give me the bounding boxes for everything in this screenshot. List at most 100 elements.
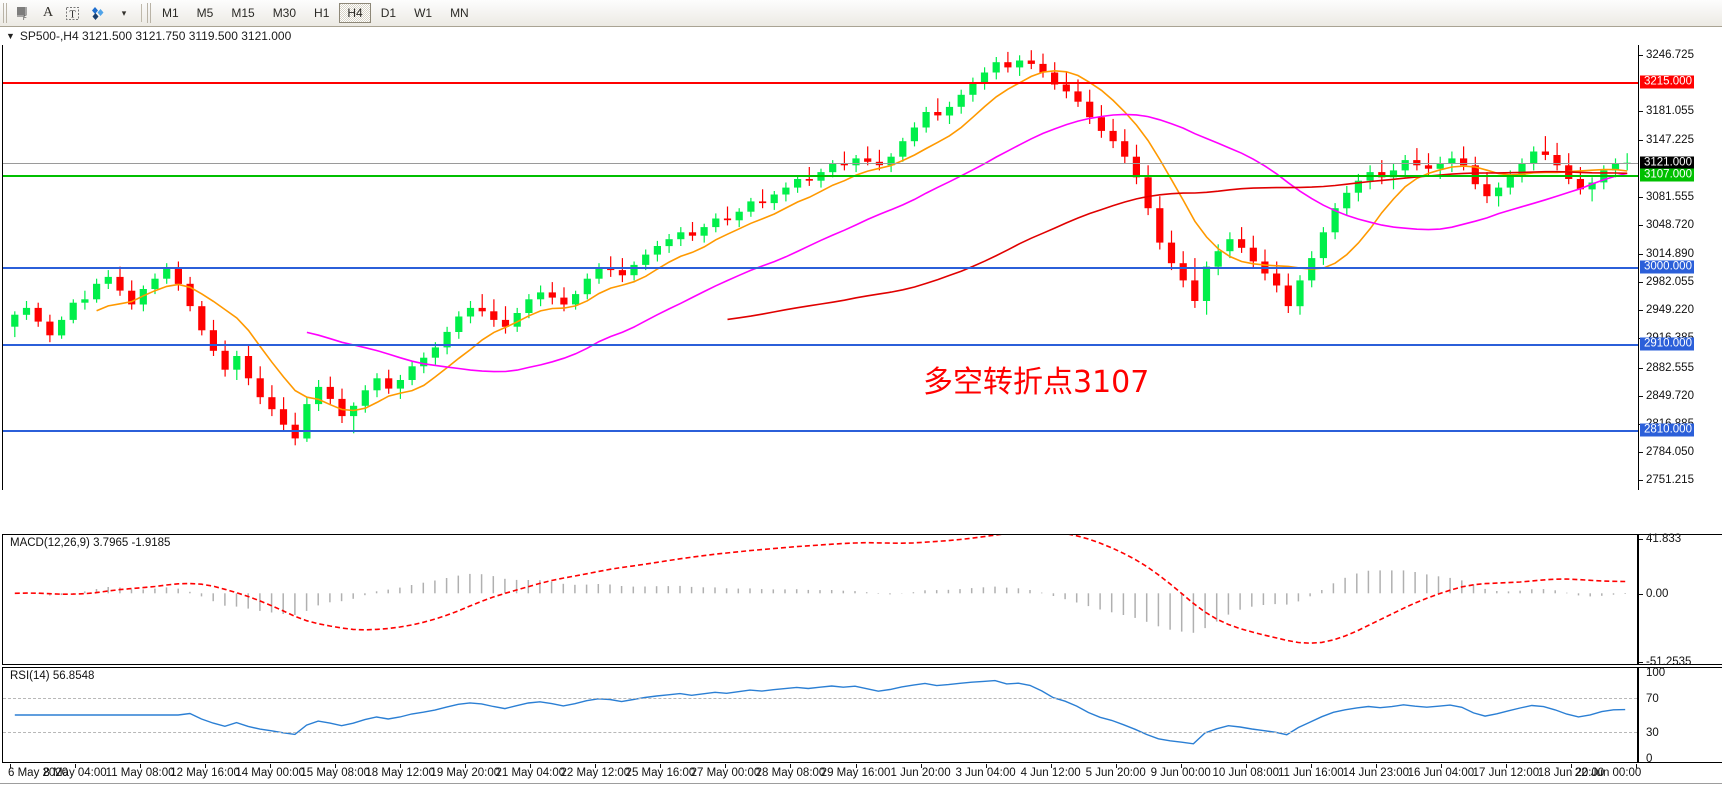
timeframe-mn[interactable]: MN [450,6,469,20]
crosshair-icon[interactable]: F [12,2,35,24]
macd-panel[interactable]: MACD(12,26,9) 3.7965 -1.9185 [2,534,1638,665]
time-axis-label: 5 Jun 20:00 [1085,767,1146,779]
level-line-2810 [3,429,1638,432]
level-line-3107 [3,174,1638,177]
time-axis-label: 15 May 08:00 [300,767,371,779]
timeframe-group-grip[interactable] [147,3,153,23]
text-box-icon[interactable]: T [61,2,84,24]
price-tick-2982-055: 2982.055 [1639,276,1694,288]
text-label-icon[interactable]: A [42,5,54,20]
toolbar-separator [141,4,142,22]
macd-title: MACD(12,26,9) 3.7965 -1.9185 [8,537,173,549]
timeframe-m30[interactable]: M30 [272,6,297,20]
status-bar [0,783,1722,796]
price-tick-3246-725: 3246.725 [1639,49,1694,61]
time-tick-mark [1505,764,1507,768]
time-tick-mark [400,764,402,768]
time-axis-label: 11 May 08:00 [105,767,175,779]
macd-tick-_51_2535: -51.2535 [1639,656,1691,668]
time-axis-label: 29 May 16:00 [820,767,891,779]
time-tick-mark [205,764,207,768]
toolbar-grip[interactable] [3,3,9,23]
time-axis-label: 14 Jun 23:00 [1342,767,1410,779]
time-axis-label: 22 Jun 00:00 [1574,767,1642,779]
svg-text:T: T [69,9,75,20]
time-tick-mark [595,764,597,768]
price-tick-2882-555: 2882.555 [1639,362,1694,374]
price-level-label-2910-000[interactable]: 2910.000 [1640,337,1694,351]
time-tick-mark [75,764,77,768]
price-tick-3147-225: 3147.225 [1639,134,1694,146]
macd-axis-scale[interactable]: 41.833 0.00 -51.2535 [1638,533,1722,668]
time-axis-label: 12 May 16:00 [170,767,240,779]
rsi-level-30-line [3,732,1637,734]
timeframe-m1[interactable]: M1 [162,6,179,20]
price-tick-3014-890: 3014.890 [1639,248,1694,260]
time-tick-mark [1570,764,1572,768]
timeframe-h1[interactable]: H1 [314,6,330,20]
time-tick-mark [1245,764,1247,768]
price-tick-3181-055: 3181.055 [1639,105,1694,117]
time-axis-label: 21 May 04:00 [495,767,566,779]
time-axis-label: 14 May 00:00 [235,767,305,779]
shapes-icon[interactable] [86,2,111,24]
time-tick-mark [1115,764,1117,768]
price-tick-3081-555: 3081.555 [1639,191,1694,203]
price-level-label-3107-000[interactable]: 3107.000 [1640,168,1694,182]
time-tick-mark [1375,764,1377,768]
price-level-label-3215-000[interactable]: 3215.000 [1640,75,1694,89]
time-axis-label: 16 Jun 04:00 [1407,767,1475,779]
rsi-tick-100: 100 [1646,667,1666,679]
price-tick-2849-720: 2849.720 [1639,390,1694,402]
time-tick-mark [1636,764,1637,768]
time-axis-label: 28 May 08:00 [755,767,826,779]
timeframe-h4[interactable]: H4 [339,3,371,23]
rsi-axis-scale[interactable]: 100 70 30 0 [1638,667,1722,765]
rsi-panel[interactable]: RSI(14) 56.8548 [2,667,1638,763]
chart-menu-caret-icon[interactable]: ▼ [6,30,15,41]
chart-annotation-text: 多空转折点3107 [923,364,1150,400]
candlestick-series [11,50,1631,446]
price-level-label-3000-000[interactable]: 3000.000 [1640,260,1694,274]
time-axis-label: 10 Jun 08:00 [1212,767,1280,779]
price-tick-2949-220: 2949.220 [1639,304,1694,316]
rsi-tick-30: 30 [1646,727,1659,740]
rsi-level-70-line [3,697,1637,699]
price-tick-2751-215: 2751.215 [1639,474,1694,486]
time-tick-mark [530,764,532,768]
price-tick-3048-720: 3048.720 [1639,219,1694,231]
level-line-3215 [3,81,1638,84]
timeframe-m5[interactable]: M5 [196,6,214,20]
time-tick-mark [465,764,467,768]
rsi-tick-70: 70 [1646,692,1659,705]
timeframe-d1[interactable]: D1 [380,6,397,20]
rsi-tick-0: 0 [1646,753,1653,765]
time-axis-label: 9 Jun 00:00 [1150,767,1211,779]
price-axis-scale[interactable]: 3246.725 3181.055 3147.225 3081.555 3048.720… [1638,45,1722,490]
time-tick-mark [660,764,662,768]
time-axis-label: 4 Jun 12:00 [1020,767,1081,779]
time-tick-mark [920,764,922,768]
time-axis-label: 18 May 12:00 [365,767,436,779]
time-axis-label: 11 Jun 16:00 [1277,767,1344,779]
price-line-3121 [3,162,1638,164]
time-tick-mark [10,764,11,768]
macd-series [14,535,1626,645]
time-axis-label: 19 May 20:00 [430,767,501,779]
time-axis[interactable]: 6 May 2020 8 May 04:00 11 May 08:00 12 May … [2,764,1722,782]
time-axis-label: 27 May 00:00 [690,767,761,779]
price-level-label-3121-000[interactable]: 3121.000 [1640,156,1694,170]
time-tick-mark [725,764,727,768]
price-tick-2784-050: 2784.050 [1639,446,1694,458]
timeframe-w1[interactable]: W1 [414,6,433,20]
timeframe-m15[interactable]: M15 [231,6,255,20]
time-tick-mark [270,764,272,768]
price-chart-panel[interactable]: 多空转折点3107 [2,45,1638,490]
level-line-3000 [3,266,1638,269]
time-axis-label: 22 May 12:00 [560,767,631,779]
time-axis-label: 1 Jun 20:00 [890,767,951,779]
shapes-dropdown-icon[interactable]: ▾ [121,7,127,18]
price-level-label-2810-000[interactable]: 2810.000 [1640,423,1694,437]
time-axis-label: 17 Jun 12:00 [1472,767,1540,779]
